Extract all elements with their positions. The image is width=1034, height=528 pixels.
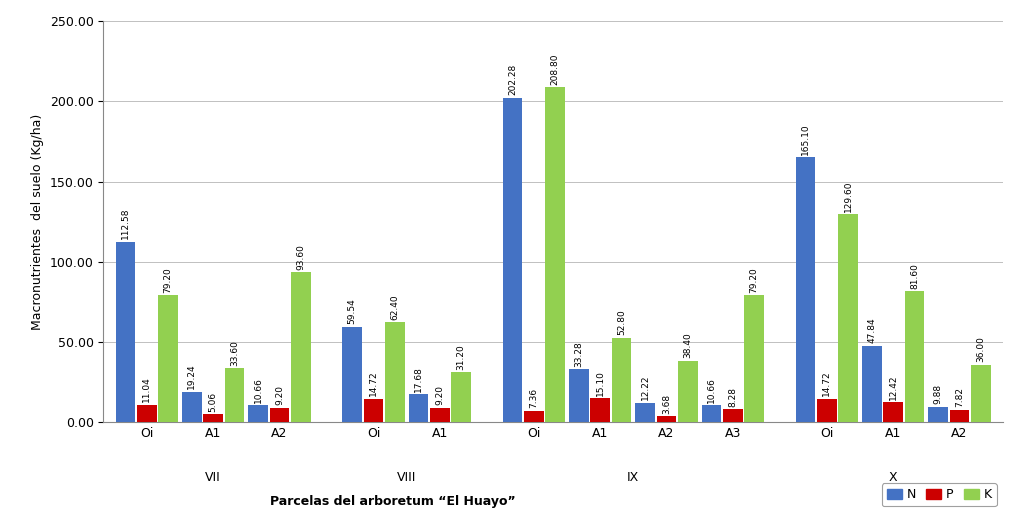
- Text: 10.66: 10.66: [253, 377, 263, 403]
- Bar: [862, 346, 882, 422]
- Text: 52.80: 52.80: [617, 309, 626, 335]
- Bar: [291, 272, 311, 422]
- Bar: [364, 399, 384, 422]
- Bar: [723, 409, 742, 422]
- Bar: [430, 408, 450, 422]
- Text: 129.60: 129.60: [844, 181, 853, 212]
- Bar: [342, 327, 362, 422]
- Text: 38.40: 38.40: [683, 333, 693, 359]
- Text: 208.80: 208.80: [551, 53, 559, 85]
- Bar: [136, 404, 157, 422]
- Text: VIII: VIII: [397, 470, 417, 484]
- Text: 3.68: 3.68: [662, 394, 671, 414]
- Text: 79.20: 79.20: [750, 267, 759, 293]
- Bar: [204, 414, 223, 422]
- Bar: [702, 406, 722, 422]
- Text: 8.28: 8.28: [728, 386, 737, 407]
- Bar: [744, 295, 764, 422]
- Text: VII: VII: [206, 470, 221, 484]
- Text: X: X: [889, 470, 898, 484]
- Text: 47.84: 47.84: [868, 317, 877, 343]
- Text: 33.28: 33.28: [574, 341, 583, 366]
- Text: 7.82: 7.82: [955, 388, 964, 408]
- Text: 31.20: 31.20: [457, 344, 465, 370]
- Text: 81.60: 81.60: [910, 263, 919, 289]
- Bar: [678, 361, 698, 422]
- Text: 5.06: 5.06: [209, 392, 218, 412]
- Bar: [929, 407, 948, 422]
- Bar: [657, 417, 676, 422]
- Text: 62.40: 62.40: [391, 294, 399, 320]
- Text: 79.20: 79.20: [163, 267, 173, 293]
- Text: 12.22: 12.22: [641, 375, 649, 400]
- Bar: [635, 403, 656, 422]
- Text: Parcelas del arboretum “El Huayo”: Parcelas del arboretum “El Huayo”: [270, 495, 516, 508]
- Text: 11.04: 11.04: [143, 376, 151, 402]
- Text: 9.20: 9.20: [435, 385, 445, 405]
- Text: 165.10: 165.10: [801, 124, 810, 155]
- Bar: [270, 408, 290, 422]
- Bar: [817, 399, 837, 422]
- Bar: [248, 406, 268, 422]
- Bar: [408, 394, 428, 422]
- Bar: [224, 369, 244, 422]
- Bar: [158, 295, 178, 422]
- Bar: [524, 411, 544, 422]
- Bar: [839, 214, 858, 422]
- Text: IX: IX: [628, 470, 639, 484]
- Y-axis label: Macronutrientes  del suelo (Kg/ha): Macronutrientes del suelo (Kg/ha): [31, 114, 44, 330]
- Text: 15.10: 15.10: [596, 370, 605, 396]
- Text: 14.72: 14.72: [369, 371, 378, 397]
- Text: 10.66: 10.66: [707, 377, 716, 403]
- Text: 9.88: 9.88: [934, 384, 943, 404]
- Text: 59.54: 59.54: [347, 299, 357, 324]
- Bar: [949, 410, 970, 422]
- Text: 17.68: 17.68: [414, 366, 423, 392]
- Bar: [545, 87, 565, 422]
- Text: 7.36: 7.36: [529, 388, 539, 408]
- Text: 93.60: 93.60: [297, 244, 305, 270]
- Text: 12.42: 12.42: [888, 374, 898, 400]
- Bar: [612, 337, 632, 422]
- Text: 33.60: 33.60: [230, 340, 239, 366]
- Text: 202.28: 202.28: [508, 64, 517, 96]
- Bar: [116, 242, 135, 422]
- Text: 14.72: 14.72: [822, 371, 831, 397]
- Bar: [385, 322, 404, 422]
- Bar: [182, 392, 202, 422]
- Text: 112.58: 112.58: [121, 208, 130, 239]
- Bar: [503, 98, 522, 422]
- Bar: [795, 157, 816, 422]
- Text: 19.24: 19.24: [187, 363, 196, 389]
- Text: 9.20: 9.20: [275, 385, 284, 405]
- Text: 36.00: 36.00: [976, 336, 985, 362]
- Legend: N, P, K: N, P, K: [882, 484, 997, 506]
- Bar: [971, 365, 991, 422]
- Bar: [569, 369, 588, 422]
- Bar: [451, 372, 472, 422]
- Bar: [905, 291, 924, 422]
- Bar: [883, 402, 903, 422]
- Bar: [590, 398, 610, 422]
